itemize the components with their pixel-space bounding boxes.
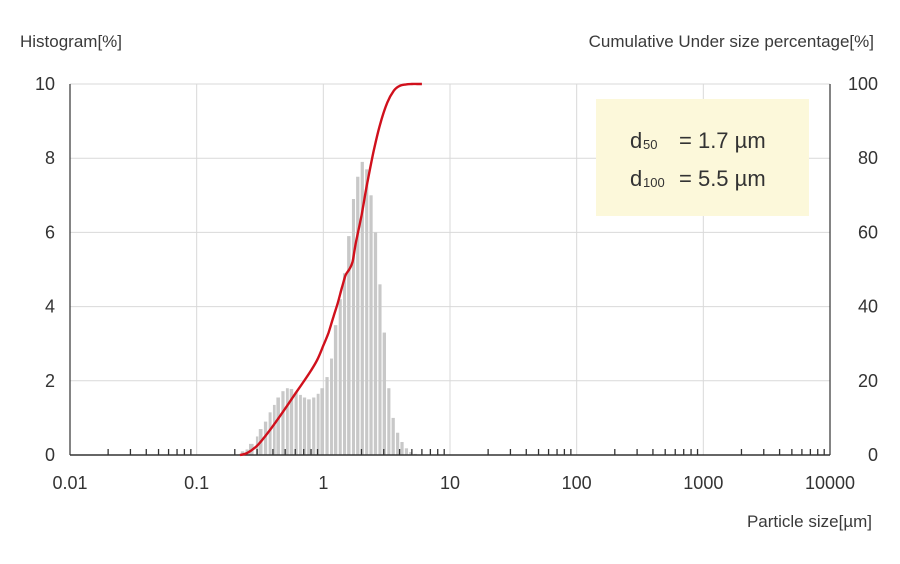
histogram-bar	[373, 232, 378, 455]
histogram-bar	[387, 388, 391, 455]
histogram-bar	[378, 284, 382, 455]
y-right-tick-label: 20	[858, 371, 878, 391]
histogram-bar	[307, 399, 311, 455]
histogram-bar	[268, 412, 272, 455]
y-right-tick-label: 100	[848, 74, 878, 94]
histogram-bar	[360, 161, 364, 455]
histogram-bar	[356, 176, 360, 455]
y-left-tick-label: 2	[45, 371, 55, 391]
x-tick-label: 10000	[805, 473, 855, 493]
histogram-bar	[276, 397, 280, 455]
annotation-subscript: 50	[643, 137, 657, 152]
histogram-bar	[240, 451, 245, 455]
x-axis-label: Particle size[µm]	[746, 512, 872, 531]
x-tick-label: 100	[562, 473, 592, 493]
histogram-bar	[409, 452, 413, 455]
histogram-bar	[263, 421, 268, 455]
y-left-tick-label: 8	[45, 148, 55, 168]
histogram-bar	[396, 432, 400, 455]
annotation-background	[596, 99, 809, 216]
histogram-bar	[325, 377, 329, 455]
y-right-tick-label: 40	[858, 297, 878, 317]
histogram-bar	[347, 236, 351, 455]
x-tick-label: 10	[440, 473, 460, 493]
histogram-bar	[391, 417, 395, 455]
histogram-bar	[365, 169, 369, 455]
x-minor-ticks	[107, 449, 825, 455]
histogram-bars	[240, 161, 417, 456]
histogram-bar	[369, 195, 373, 456]
histogram-bar	[294, 391, 298, 455]
annotation-value: = 1.7 µm	[679, 128, 766, 153]
annotation-box: d 50 = 1.7 µmd 100 = 5.5 µm	[596, 99, 809, 216]
plot-frame	[69, 84, 831, 456]
annotation-symbol: d	[630, 128, 642, 153]
histogram-bar	[333, 325, 338, 455]
annotation-subscript: 100	[643, 175, 665, 190]
histogram-bar	[312, 397, 316, 455]
histogram-bar	[272, 404, 276, 455]
x-tick-label: 1	[318, 473, 328, 493]
histogram-bar	[285, 388, 289, 455]
annotation-symbol: d	[630, 166, 642, 191]
x-tick-label: 0.1	[184, 473, 209, 493]
y-left-tick-label: 0	[45, 445, 55, 465]
tick-labels: 0.01 0.1 1 10 100 1000 10000024681002040608010…	[35, 74, 878, 493]
annotation-value: = 5.5 µm	[679, 166, 766, 191]
y-axis-left-label: Histogram[%]	[20, 32, 123, 51]
histogram-bar	[302, 397, 307, 455]
histogram-bar	[342, 273, 347, 455]
histogram-bar	[320, 388, 325, 455]
histogram-bar	[299, 394, 302, 455]
y-left-tick-label: 4	[45, 297, 55, 317]
x-tick-label: 1000	[683, 473, 723, 493]
histogram-bar	[400, 442, 404, 455]
x-tick-label: 0.01	[52, 473, 87, 493]
cumulative-line	[239, 82, 422, 457]
histogram-bar	[281, 391, 285, 455]
y-right-tick-label: 80	[858, 148, 878, 168]
cumulative-curve	[239, 82, 422, 457]
y-right-tick-label: 60	[858, 222, 878, 242]
y-axis-right-label: Cumulative Under size percentage[%]	[588, 32, 874, 51]
y-right-tick-label: 0	[868, 445, 878, 465]
histogram-bar	[338, 299, 342, 455]
y-left-tick-label: 10	[35, 74, 55, 94]
histogram-bar	[316, 393, 320, 455]
histogram-bar	[382, 332, 386, 455]
y-left-tick-label: 6	[45, 222, 55, 242]
histogram-bar	[330, 358, 333, 455]
histogram-bar	[351, 199, 356, 455]
histogram-bar	[404, 448, 409, 455]
histogram-bar	[289, 388, 294, 455]
